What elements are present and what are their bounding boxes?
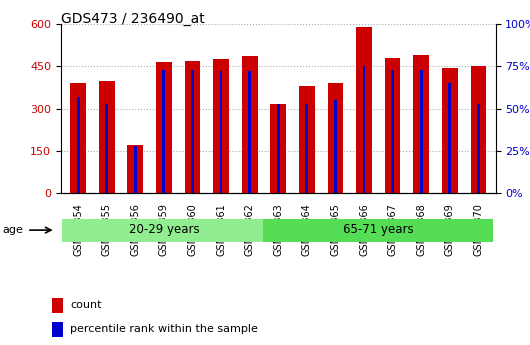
Bar xyxy=(413,55,429,193)
Bar xyxy=(248,71,251,193)
Bar xyxy=(134,146,137,193)
Bar xyxy=(356,27,372,193)
Bar xyxy=(299,86,315,193)
Bar xyxy=(191,70,194,193)
Bar xyxy=(219,71,223,193)
Bar xyxy=(105,104,108,193)
Bar xyxy=(77,97,80,193)
Bar xyxy=(334,100,337,193)
Bar xyxy=(70,83,86,193)
Bar xyxy=(385,58,401,193)
Bar xyxy=(270,105,286,193)
FancyBboxPatch shape xyxy=(63,219,264,242)
Bar xyxy=(471,66,486,193)
Bar xyxy=(184,61,200,193)
Bar xyxy=(127,145,143,193)
Bar xyxy=(391,70,394,193)
Text: GDS473 / 236490_at: GDS473 / 236490_at xyxy=(61,12,205,26)
Bar xyxy=(363,66,366,193)
Text: count: count xyxy=(70,300,102,310)
Bar xyxy=(277,104,280,193)
Text: 65-71 years: 65-71 years xyxy=(343,223,413,236)
Bar xyxy=(442,68,458,193)
Bar xyxy=(163,70,165,193)
Bar xyxy=(328,83,343,193)
Text: percentile rank within the sample: percentile rank within the sample xyxy=(70,325,258,334)
Bar xyxy=(305,104,308,193)
Bar xyxy=(52,322,64,337)
FancyBboxPatch shape xyxy=(262,219,493,242)
Bar xyxy=(156,62,172,193)
Bar xyxy=(420,70,422,193)
Bar xyxy=(448,83,451,193)
Text: age: age xyxy=(3,226,23,235)
Bar xyxy=(213,59,229,193)
Text: 20-29 years: 20-29 years xyxy=(129,223,199,236)
Bar xyxy=(477,104,480,193)
Bar xyxy=(52,298,64,313)
Bar xyxy=(99,80,114,193)
Bar xyxy=(242,56,258,193)
